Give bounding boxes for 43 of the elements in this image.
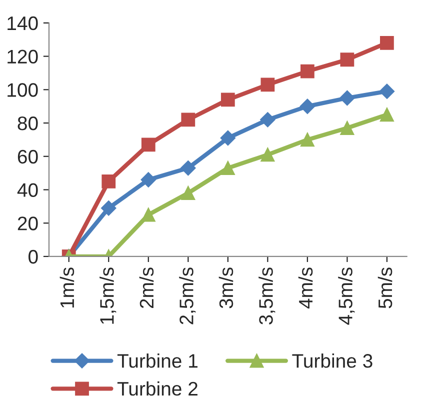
point	[340, 90, 355, 106]
legend-label: Turbine 3	[292, 354, 372, 368]
point	[180, 160, 196, 176]
point	[340, 52, 354, 67]
y-tick-label: 40	[17, 183, 38, 197]
point	[300, 64, 314, 78]
point	[260, 112, 276, 128]
x-tick-label: 5m/s	[378, 268, 392, 308]
legend-label: Turbine 1	[117, 354, 198, 368]
point	[181, 112, 196, 127]
point	[220, 92, 235, 107]
y-tick-label: 80	[18, 116, 38, 130]
point	[102, 174, 116, 188]
point	[260, 148, 275, 162]
y-tick-label: 140	[8, 16, 38, 30]
x-tick-label: 1m/s	[60, 268, 74, 308]
legend-label: Turbine 2	[117, 381, 198, 396]
point	[181, 186, 196, 200]
point	[300, 98, 315, 114]
point	[380, 108, 394, 122]
point	[101, 200, 116, 216]
x-tick-label: 2m/s	[139, 268, 154, 308]
point	[220, 161, 235, 175]
y-tick-label: 100	[8, 83, 38, 97]
point	[379, 84, 395, 99]
point	[141, 138, 156, 152]
y-tick-label: 120	[8, 50, 38, 64]
point	[340, 121, 354, 135]
x-tick-label: 4m/s	[298, 268, 313, 309]
point	[141, 208, 156, 222]
point	[380, 36, 394, 50]
x-tick-label: 3m/s	[218, 268, 234, 308]
y-tick-label: 60	[18, 150, 38, 164]
x-tick-label: 1,5m/s	[100, 268, 116, 324]
point	[220, 130, 236, 146]
point	[140, 172, 156, 188]
y-tick-label: 20	[18, 216, 38, 230]
x-tick-label: 4,5m/s	[338, 268, 355, 325]
x-tick-label: 2,5m/s	[179, 268, 196, 324]
point	[300, 132, 314, 147]
x-tick-label: 3,5m/s	[258, 268, 276, 324]
y-tick-label: 0	[28, 250, 38, 264]
point	[260, 78, 275, 92]
